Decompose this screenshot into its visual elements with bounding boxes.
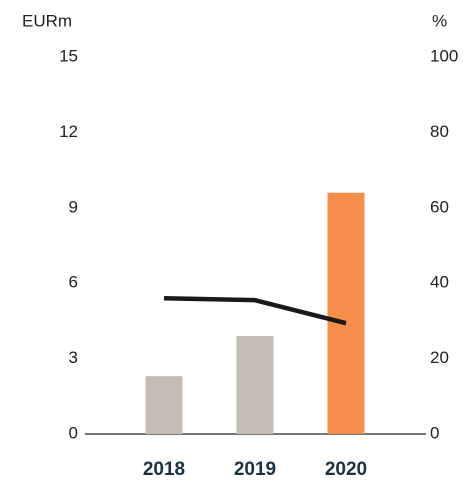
line xyxy=(163,296,347,326)
bar xyxy=(327,192,365,434)
y-tick-label: 9 xyxy=(69,197,78,216)
y2-tick-label: 100 xyxy=(430,46,458,65)
x-tick-label: 2020 xyxy=(325,459,367,480)
y-tick-label: 15 xyxy=(59,46,78,65)
y-tick-label: 0 xyxy=(69,423,78,442)
y2-tick-label: 40 xyxy=(430,273,449,292)
y2-tick-label: 80 xyxy=(430,122,449,141)
y2-axis-title: % xyxy=(432,11,447,30)
x-tick-label: 2019 xyxy=(234,459,276,480)
y-tick-label: 12 xyxy=(59,122,78,141)
y2-tick-label: 0 xyxy=(430,423,439,442)
y-tick-label: 3 xyxy=(69,348,78,367)
x-tick-label: 2018 xyxy=(143,459,185,480)
bar xyxy=(145,376,183,434)
y-tick-label: 6 xyxy=(69,273,78,292)
y-axis-title: EURm xyxy=(22,11,72,30)
bar xyxy=(236,335,274,434)
y2-tick-label: 60 xyxy=(430,197,449,216)
y2-tick-label: 20 xyxy=(430,348,449,367)
